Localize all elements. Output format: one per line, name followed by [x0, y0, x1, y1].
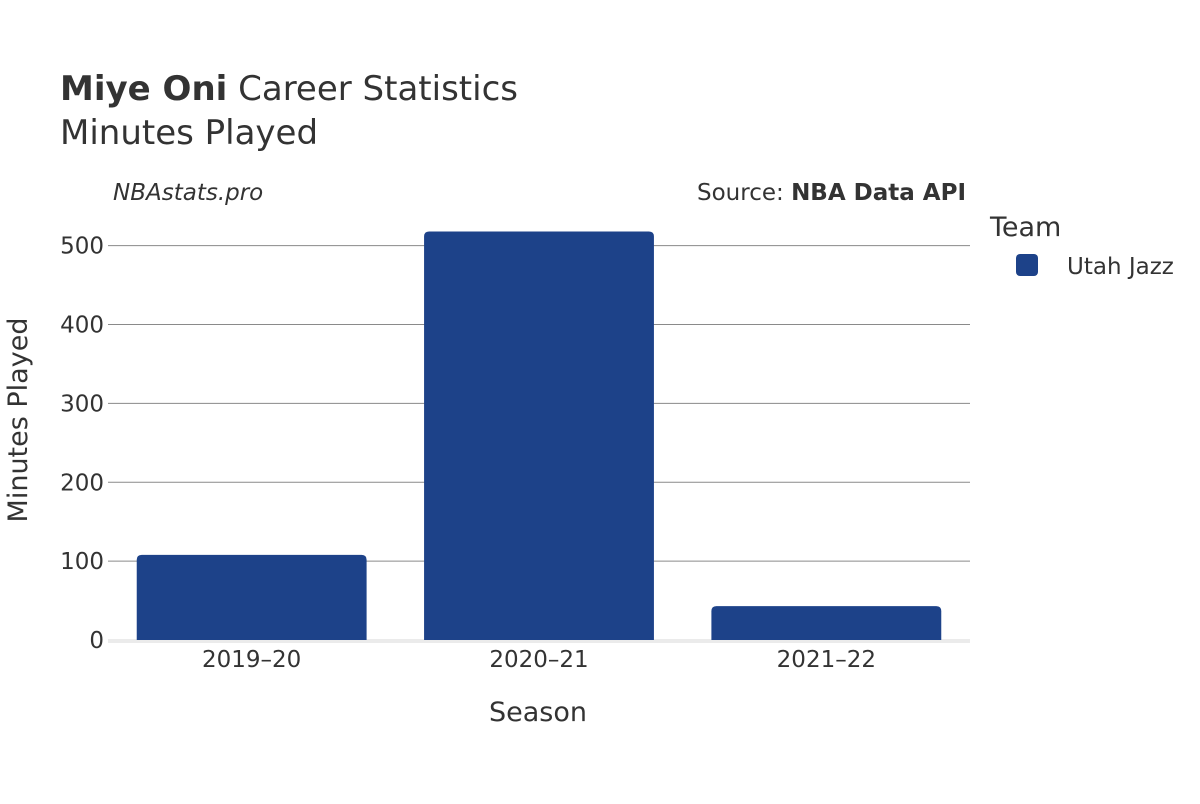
bar-2019–20[interactable] [136, 554, 367, 640]
x-tick-label: 2021–22 [777, 647, 876, 673]
x-tick-label: 2020–21 [489, 647, 588, 673]
y-tick-label: 300 [60, 391, 104, 417]
y-tick-label: 0 [89, 628, 104, 654]
y-tick-label: 200 [60, 470, 104, 496]
source-text: Source: NBA Data API [697, 180, 966, 206]
legend: Team Utah Jazz [989, 212, 1174, 280]
chart-title: Miye Oni Career Statistics [60, 69, 518, 109]
bar-2021–22[interactable] [711, 606, 942, 640]
source-name: NBA Data API [791, 180, 966, 206]
x-tick-labels: 2019–20 2020–21 2021–22 [202, 647, 876, 673]
watermark-text: NBAstats.pro [113, 180, 263, 206]
y-tick-label: 500 [60, 234, 104, 260]
chart-title-player: Miye Oni [60, 69, 227, 109]
y-axis-title: Minutes Played [3, 318, 34, 523]
bar-2020–21[interactable] [424, 231, 654, 640]
bars [136, 231, 942, 640]
x-tick-label: 2019–20 [202, 647, 301, 673]
source-prefix: Source: [697, 180, 791, 206]
chart-subtitle: Minutes Played [60, 113, 318, 153]
legend-swatch-utah-jazz[interactable] [1016, 254, 1038, 276]
chart-title-rest: Career Statistics [227, 69, 518, 109]
y-tick-labels: 0 100 200 300 400 500 [60, 234, 104, 654]
x-axis-title: Season [489, 697, 587, 728]
legend-title: Team [989, 212, 1061, 243]
y-tick-label: 100 [60, 549, 104, 575]
legend-label-utah-jazz[interactable]: Utah Jazz [1067, 254, 1174, 280]
y-tick-label: 400 [60, 313, 104, 339]
